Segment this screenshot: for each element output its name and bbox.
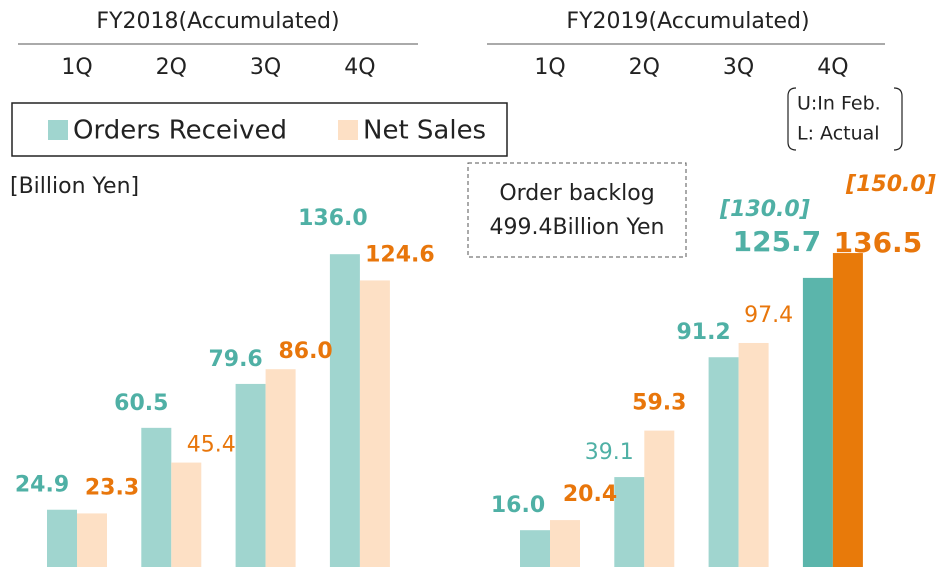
data-label: 24.9	[15, 473, 69, 498]
bar	[520, 530, 550, 567]
data-label: 136.5	[834, 226, 923, 259]
note-text: U:In Feb.	[797, 93, 881, 115]
data-label: 97.4	[744, 303, 793, 328]
bar	[359, 280, 390, 567]
group-title: FY2018(Accumulated)	[96, 9, 339, 34]
group-title: FY2019(Accumulated)	[566, 9, 809, 34]
data-label: 16.0	[491, 493, 545, 518]
note-bracket	[787, 87, 903, 151]
legend-swatch	[338, 120, 358, 140]
data-label: 20.4	[563, 482, 617, 507]
forecast-label: [150.0]	[845, 172, 936, 197]
data-label: 86.0	[278, 339, 332, 364]
x-tick-label: 3Q	[723, 55, 754, 80]
bar	[614, 477, 645, 567]
x-tick-label: 2Q	[629, 55, 660, 80]
bar	[550, 520, 580, 567]
bar	[738, 342, 769, 567]
x-tick-label: 4Q	[344, 55, 375, 80]
bar	[265, 369, 296, 567]
unit-label: [Billion Yen]	[10, 174, 139, 199]
x-tick-label: 1Q	[61, 55, 92, 80]
legend-label: Orders Received	[73, 116, 287, 146]
data-label: 39.1	[585, 440, 634, 465]
backlog-text: Order backlog	[499, 181, 654, 206]
bar	[329, 254, 360, 567]
data-label: 125.7	[733, 225, 822, 258]
data-label: 136.0	[298, 206, 368, 231]
x-tick-label: 2Q	[156, 55, 187, 80]
data-label: 23.3	[85, 475, 139, 500]
bar	[235, 383, 266, 567]
data-label: 60.5	[114, 391, 168, 416]
legend-swatch	[48, 120, 68, 140]
data-label: 91.2	[676, 320, 730, 345]
forecast-label: [130.0]	[719, 197, 810, 222]
backlog-text: 499.4Billion Yen	[490, 215, 665, 240]
bar	[708, 357, 739, 567]
bar	[644, 430, 675, 567]
data-label: 59.3	[632, 391, 686, 416]
data-label: 79.6	[208, 347, 262, 372]
bar	[171, 462, 202, 567]
x-tick-label: 1Q	[534, 55, 565, 80]
note-text: L: Actual	[797, 123, 880, 145]
bar	[832, 253, 863, 568]
data-label: 45.4	[187, 433, 236, 458]
bar	[141, 427, 172, 567]
bar	[47, 509, 77, 567]
backlog-box	[467, 162, 687, 258]
x-tick-label: 4Q	[817, 55, 848, 80]
x-tick-label: 3Q	[250, 55, 281, 80]
legend-box	[11, 102, 508, 157]
bar	[802, 277, 833, 567]
data-label: 124.6	[365, 242, 435, 267]
legend-label: Net Sales	[363, 116, 486, 146]
bar	[77, 513, 107, 567]
